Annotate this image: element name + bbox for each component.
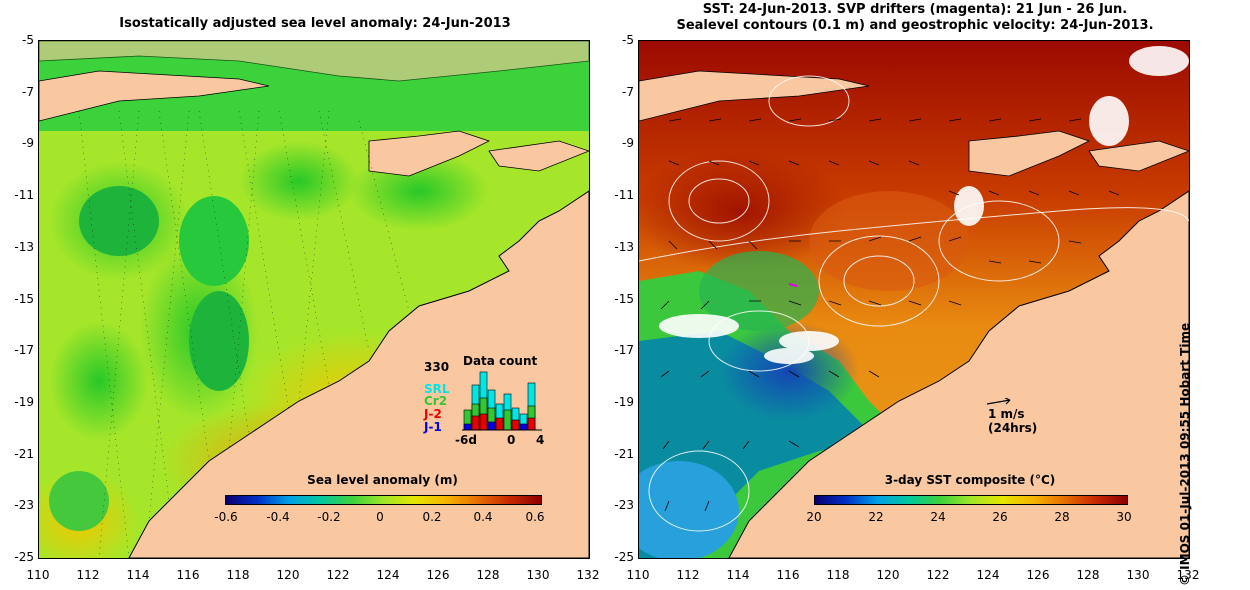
y-tick-label: -19 [614, 394, 634, 409]
velocity-scale-value: 1 m/s [988, 407, 1025, 421]
x-tick-label: 130 [1126, 568, 1150, 582]
sst-colorbar [814, 495, 1128, 505]
data-count-xtick-zero: 0 [507, 433, 516, 447]
sea-level-anomaly-map [38, 40, 590, 559]
data-count-legend-cr2: Cr2 [424, 394, 448, 408]
y-tick-label: -15 [14, 291, 34, 306]
y-tick-label: -7 [22, 84, 34, 99]
sla-cb-tick-5: 0.4 [473, 510, 493, 524]
left-panel-title: Isostatically adjusted sea level anomaly… [119, 16, 511, 31]
x-tick-label: 112 [676, 568, 700, 582]
imos-credit: © IMOS 01-Jul-2013 09:55 Hobart Time [1178, 322, 1192, 586]
x-tick-label: 122 [926, 568, 950, 582]
x-tick-label: 114 [726, 568, 750, 582]
data-count-legend-srl: SRL [424, 382, 450, 396]
sla-cb-tick-6: 0.6 [525, 510, 545, 524]
data-count-title: Data count [463, 354, 538, 368]
y-tick-label: -9 [622, 136, 634, 151]
x-tick-label: 124 [376, 568, 400, 582]
right-panel-title-line1: SST: 24-Jun-2013. SVP drifters (magenta)… [702, 2, 1128, 17]
sst-map [638, 40, 1190, 559]
sla-cb-tick-4: 0.2 [422, 510, 442, 524]
x-tick-label: 128 [476, 568, 500, 582]
y-tick-label: -7 [622, 84, 634, 99]
sst-cb-tick-3: 26 [992, 510, 1008, 524]
data-count-max: 330 [424, 360, 450, 374]
y-tick-label: -17 [14, 343, 34, 358]
x-tick-label: 130 [526, 568, 550, 582]
x-tick-label: 110 [626, 568, 650, 582]
x-tick-label: 132 [1176, 568, 1200, 582]
velocity-scale-note: (24hrs) [988, 421, 1038, 435]
x-tick-label: 126 [1026, 568, 1050, 582]
x-tick-label: 118 [226, 568, 250, 582]
y-tick-label: -11 [614, 188, 634, 203]
y-tick-label: -5 [622, 33, 634, 47]
y-tick-label: -13 [614, 239, 634, 254]
y-tick-label: -17 [614, 343, 634, 358]
sst-cb-tick-4: 28 [1054, 510, 1070, 524]
data-count-xtick-start: -6d [455, 433, 477, 447]
x-tick-label: 132 [576, 568, 600, 582]
sla-cb-tick-2: -0.2 [317, 510, 341, 524]
sla-cb-tick-3: 0 [376, 510, 384, 524]
x-tick-label: 128 [1076, 568, 1100, 582]
x-tick-label: 124 [976, 568, 1000, 582]
x-tick-label: 110 [26, 568, 50, 582]
sla-colorbar [225, 495, 542, 505]
y-tick-label: -25 [14, 550, 34, 564]
x-tick-label: 126 [426, 568, 450, 582]
data-count-xtick-end: 4 [536, 433, 545, 447]
sla-cb-tick-0: -0.6 [214, 510, 238, 524]
y-tick-label: -13 [14, 239, 34, 254]
y-tick-label: -21 [614, 446, 634, 461]
y-tick-label: -25 [614, 550, 634, 564]
x-tick-label: 118 [826, 568, 850, 582]
y-tick-label: -23 [14, 498, 34, 513]
y-tick-label: -23 [614, 498, 634, 513]
sst-cb-tick-5: 30 [1116, 510, 1132, 524]
y-tick-label: -11 [14, 188, 34, 203]
x-tick-label: 114 [126, 568, 150, 582]
sst-cb-tick-0: 20 [806, 510, 822, 524]
right-panel-title-line2: Sealevel contours (0.1 m) and geostrophi… [676, 18, 1154, 33]
data-count-bars [462, 371, 542, 431]
velocity-scale-arrow [986, 398, 1011, 405]
sst-cb-tick-1: 22 [868, 510, 884, 524]
y-tick-label: -19 [14, 394, 34, 409]
x-tick-label: 122 [326, 568, 350, 582]
data-count-legend-j2: J-2 [424, 407, 442, 421]
sla-colorbar-label: Sea level anomaly (m) [307, 473, 458, 487]
data-count-legend-j1: J-1 [424, 420, 442, 434]
y-tick-label: -9 [22, 136, 34, 151]
x-tick-label: 120 [876, 568, 900, 582]
sea-level-anomaly-field [39, 41, 589, 558]
y-tick-label: -15 [614, 291, 634, 306]
sst-colorbar-label: 3-day SST composite (°C) [884, 473, 1056, 487]
x-tick-label: 120 [276, 568, 300, 582]
sst-cb-tick-2: 24 [930, 510, 946, 524]
sla-cb-tick-1: -0.4 [266, 510, 290, 524]
y-tick-label: -21 [14, 446, 34, 461]
y-tick-label: -5 [22, 33, 34, 47]
x-tick-label: 112 [76, 568, 100, 582]
x-tick-label: 116 [176, 568, 200, 582]
sst-field [639, 41, 1189, 558]
x-tick-label: 116 [776, 568, 800, 582]
